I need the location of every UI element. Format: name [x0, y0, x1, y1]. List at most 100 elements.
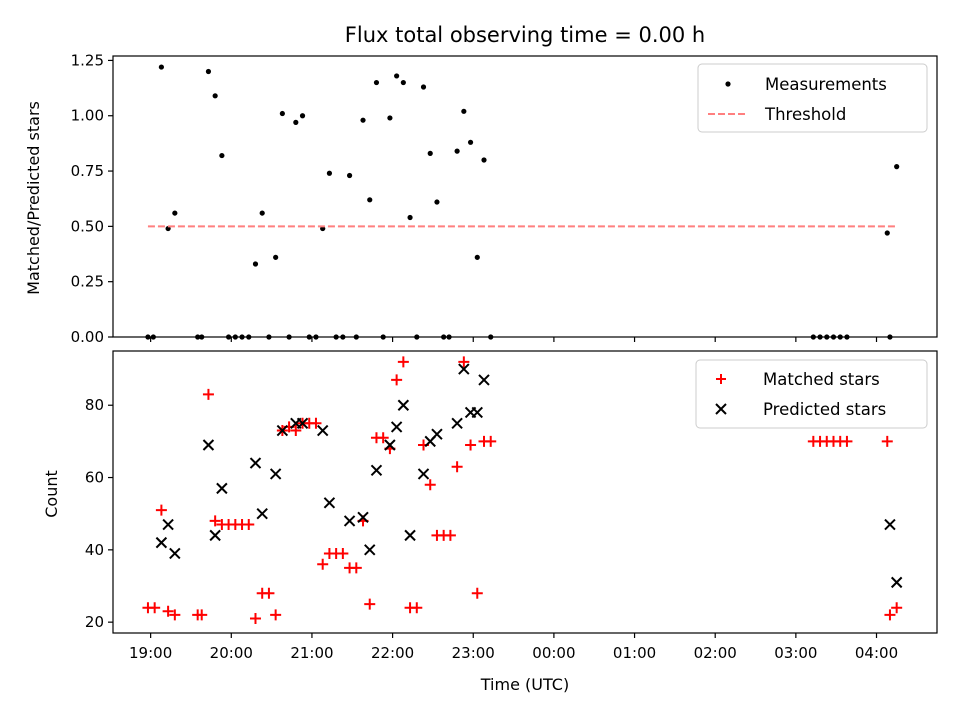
matched-star-point	[270, 609, 282, 621]
bottom-x-tick-label: 22:00	[371, 644, 414, 662]
bottom-y-axis-label: Count	[42, 470, 61, 518]
matched-star-point	[881, 435, 893, 447]
predicted-star-point	[155, 536, 168, 549]
measurement-point	[467, 139, 474, 145]
legend-marker-matched	[716, 374, 726, 384]
top-y-tick-label: 1.25	[71, 51, 104, 69]
matched-star-point	[169, 609, 181, 621]
predicted-star-point	[890, 576, 903, 589]
measurement-point	[427, 150, 433, 156]
matched-star-point	[391, 374, 403, 386]
predicted-star-point	[357, 511, 369, 524]
predicted-star-point	[884, 518, 896, 531]
bottom-x-tick-label: 00:00	[532, 644, 575, 662]
measurement-point	[279, 110, 285, 117]
bottom-y-tick-label: 20	[85, 613, 104, 631]
legend-label-matched: Matched stars	[763, 370, 880, 389]
legend-marker-measurements	[725, 81, 731, 87]
matched-star-point	[263, 587, 275, 599]
matched-star-point	[350, 562, 362, 574]
bottom-y-tick-label: 40	[85, 541, 104, 559]
measurement-point	[205, 68, 212, 75]
predicted-star-point	[471, 406, 483, 419]
measurement-point	[212, 93, 218, 99]
legend-label-predicted: Predicted stars	[763, 400, 886, 419]
matched-star-point	[196, 609, 208, 621]
measurement-point	[407, 214, 413, 221]
bottom-legend: Matched stars Predicted stars	[695, 359, 928, 429]
measurement-point	[434, 199, 440, 205]
predicted-star-point	[370, 464, 383, 477]
measurement-point	[461, 108, 467, 114]
legend-marker-predicted	[715, 403, 727, 415]
matched-star-point	[162, 605, 174, 617]
bottom-x-tick-label: 19:00	[129, 644, 172, 662]
predicted-star-point	[256, 507, 268, 520]
legend-label-threshold: Threshold	[764, 105, 846, 124]
bottom-x-tick-label: 21:00	[290, 644, 333, 662]
bottom-x-tick-label: 20:00	[210, 644, 253, 662]
measurement-point	[884, 230, 890, 236]
matched-star-point	[841, 435, 853, 447]
measurement-point	[293, 119, 299, 125]
bottom-x-tick-label: 03:00	[774, 644, 817, 662]
predicted-star-point	[202, 439, 215, 451]
measurement-point	[367, 197, 373, 203]
matched-star-point	[444, 529, 456, 541]
matched-star-point	[397, 356, 409, 368]
predicted-star-point	[323, 497, 336, 509]
predicted-star-point	[169, 547, 181, 560]
matched-star-point	[891, 602, 903, 614]
measurement-point	[172, 210, 178, 216]
matched-star-point	[424, 479, 436, 491]
matched-star-point	[243, 519, 255, 531]
predicted-star-point	[390, 421, 403, 433]
bottom-legend-box	[695, 359, 928, 429]
predicted-star-point	[316, 424, 329, 437]
predicted-star-point	[417, 468, 430, 480]
bottom-x-tick-label: 04:00	[855, 644, 898, 662]
bottom-y-tick-label: 80	[85, 396, 104, 414]
matched-star-point	[310, 417, 322, 429]
bottom-plot-frame	[112, 350, 938, 634]
top-y-tick-label: 0.50	[71, 217, 104, 235]
predicted-star-point	[404, 529, 416, 542]
matched-star-point	[471, 587, 483, 599]
predicted-star-point	[249, 457, 262, 469]
measurement-point	[259, 210, 265, 216]
top-y-tick-label: 0.75	[71, 162, 104, 180]
measurement-point	[158, 64, 164, 70]
top-chart-title: Flux total observing time = 0.00 h	[345, 23, 705, 47]
measurement-point	[894, 164, 900, 170]
bottom-x-tick-label: 02:00	[694, 644, 737, 662]
predicted-star-point	[431, 428, 443, 440]
top-y-tick-label: 0.00	[71, 328, 104, 346]
matched-star-point	[411, 602, 423, 614]
matched-star-point	[317, 558, 329, 570]
predicted-star-point	[269, 468, 282, 480]
measurement-point	[326, 170, 333, 176]
measurement-point	[454, 148, 460, 154]
matched-star-point	[377, 432, 389, 444]
measurement-point	[299, 113, 306, 119]
top-y-tick-label: 0.25	[71, 273, 104, 291]
bottom-x-axis-label: Time (UTC)	[480, 675, 569, 694]
bottom-x-tick-label: 01:00	[613, 644, 656, 662]
measurement-point	[481, 157, 487, 163]
matched-star-point	[149, 602, 161, 614]
bottom-plot-area	[142, 356, 903, 625]
matched-star-point	[202, 388, 214, 400]
top-y-tick-label: 1.00	[71, 107, 104, 125]
matched-star-point	[249, 613, 261, 625]
legend-label-measurements: Measurements	[765, 75, 887, 94]
top-legend-box	[697, 63, 928, 133]
matched-star-point	[458, 356, 470, 368]
top-legend: Measurements Threshold	[697, 63, 928, 133]
measurement-point	[273, 254, 279, 260]
predicted-star-point	[343, 515, 356, 527]
measurement-point	[400, 79, 406, 86]
predicted-star-point	[364, 544, 376, 556]
top-plot-area	[145, 64, 900, 340]
matched-star-point	[155, 504, 167, 516]
